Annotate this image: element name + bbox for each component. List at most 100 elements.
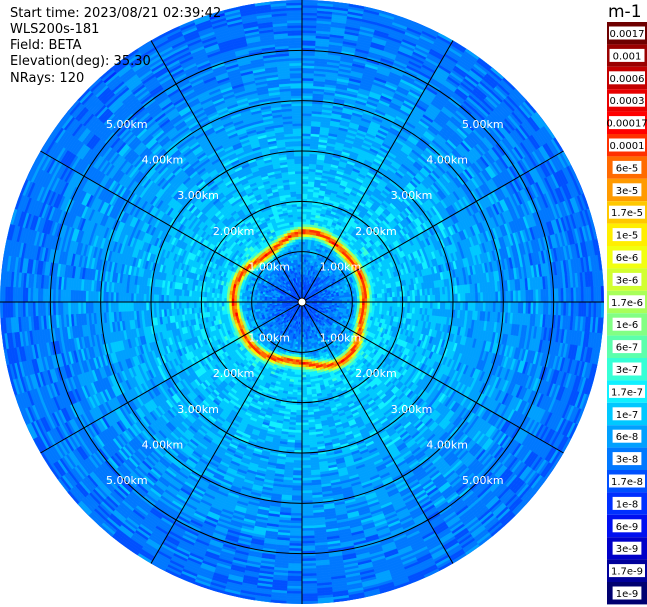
heatmap-cell: [602, 333, 604, 351]
heatmap-cell: [372, 297, 376, 303]
heatmap-cell: [364, 298, 368, 303]
heatmap-cell: [414, 301, 419, 309]
heatmap-cell: [369, 298, 373, 303]
heatmap-cell: [301, 113, 313, 117]
heatmap-cell: [470, 301, 474, 312]
heatmap-cell: [364, 301, 368, 306]
heatmap-cell: [301, 188, 309, 192]
heatmap-cell: [301, 160, 310, 165]
heatmap-cell: [367, 298, 371, 303]
heatmap-cell: [304, 241, 309, 245]
heatmap-cell: [595, 222, 603, 239]
heatmap-cell: [339, 297, 343, 301]
heatmap-cell: [361, 295, 366, 300]
heatmap-cell: [455, 293, 459, 303]
heatmap-cell: [356, 295, 361, 300]
heatmap-cell: [439, 301, 444, 310]
heatmap-cell: [301, 138, 311, 142]
heatmap-cell: [304, 243, 309, 248]
heatmap-cell: [424, 301, 429, 309]
heatmap-cell: [301, 213, 307, 217]
heatmap-cell: [465, 293, 469, 303]
heatmap-cell: [472, 301, 476, 312]
heatmap-cell: [301, 206, 308, 210]
heatmap-cell: [414, 295, 419, 303]
heatmap-cell: [439, 294, 444, 303]
heatmap-cell: [447, 301, 451, 311]
heatmap-cell: [442, 301, 446, 310]
heatmap-cell: [301, 120, 312, 124]
heatmap-cell: [359, 295, 363, 300]
heatmap-cell: [301, 163, 310, 167]
heatmap-cell: [434, 294, 439, 303]
heatmap-cell: [392, 296, 396, 303]
heatmap-cell: [397, 301, 401, 308]
heatmap-cell: [482, 301, 486, 312]
heatmap-cell: [409, 295, 413, 303]
heatmap-cell: [422, 295, 426, 303]
heatmap-cell: [407, 296, 411, 303]
heatmap-cell: [301, 208, 308, 212]
heatmap-cell: [301, 211, 307, 215]
heatmap-cell: [301, 236, 306, 240]
heatmap-cell: [407, 301, 411, 308]
heatmap-cell: [447, 293, 451, 303]
heatmap-cell: [301, 221, 307, 225]
heatmap-cell: [301, 228, 307, 232]
heatmap-cell: [377, 301, 381, 307]
heatmap-cell: [301, 153, 311, 157]
heatmap-cell: [301, 145, 311, 149]
heatmap-cell: [432, 301, 436, 310]
heatmap-cell: [397, 296, 401, 303]
heatmap-cell: [422, 301, 426, 309]
heatmap-cell: [389, 297, 393, 303]
heatmap-cell: [394, 301, 398, 308]
heatmap-cell: [404, 296, 408, 303]
heatmap-cell: [462, 293, 466, 303]
heatmap-cell: [372, 301, 376, 307]
heatmap-cell: [599, 237, 604, 255]
heatmap-cell: [301, 158, 310, 162]
heatmap-cell: [480, 301, 484, 312]
heatmap-cell: [301, 203, 308, 207]
heatmap-cell: [301, 231, 306, 235]
heatmap-cell: [409, 301, 413, 309]
heatmap-cell: [432, 294, 436, 303]
heatmap-cell: [419, 295, 424, 303]
heatmap-cell: [465, 301, 469, 311]
heatmap-cell: [467, 301, 471, 312]
heatmap-cell: [382, 297, 386, 303]
heatmap-cell: [334, 298, 338, 301]
heatmap-cell: [472, 292, 476, 303]
heatmap-cell: [333, 0, 351, 2]
heatmap-cell: [301, 170, 310, 175]
heatmap-cell: [304, 238, 309, 243]
heatmap-cell: [392, 301, 396, 308]
heatmap-cell: [301, 130, 312, 134]
heatmap-cell: [462, 301, 466, 311]
heatmap-cell: [404, 301, 408, 308]
heatmap-cell: [419, 301, 424, 309]
heatmap-cell: [445, 294, 449, 303]
heatmap-cell: [480, 292, 484, 303]
heatmap-cell: [301, 218, 307, 222]
heatmap-cell: [361, 304, 366, 309]
heatmap-cell: [365, 1, 382, 9]
heatmap-cell: [301, 191, 309, 195]
heatmap-cell: [379, 301, 383, 307]
heatmap-cell: [434, 301, 439, 310]
heatmap-cell: [412, 301, 416, 309]
heatmap-cell: [485, 301, 489, 312]
heatmap-cell: [301, 223, 307, 227]
heatmap-cell: [424, 295, 429, 303]
heatmap-cell: [301, 226, 307, 230]
heatmap-cell: [301, 165, 310, 170]
heatmap-cell: [470, 292, 474, 303]
heatmap-cell: [437, 294, 441, 303]
heatmap-cell: [349, 0, 367, 5]
heatmap-cell: [301, 216, 307, 220]
heatmap-cell: [384, 297, 388, 303]
heatmap-cell: [467, 292, 471, 303]
heatmap-cell: [417, 295, 421, 303]
